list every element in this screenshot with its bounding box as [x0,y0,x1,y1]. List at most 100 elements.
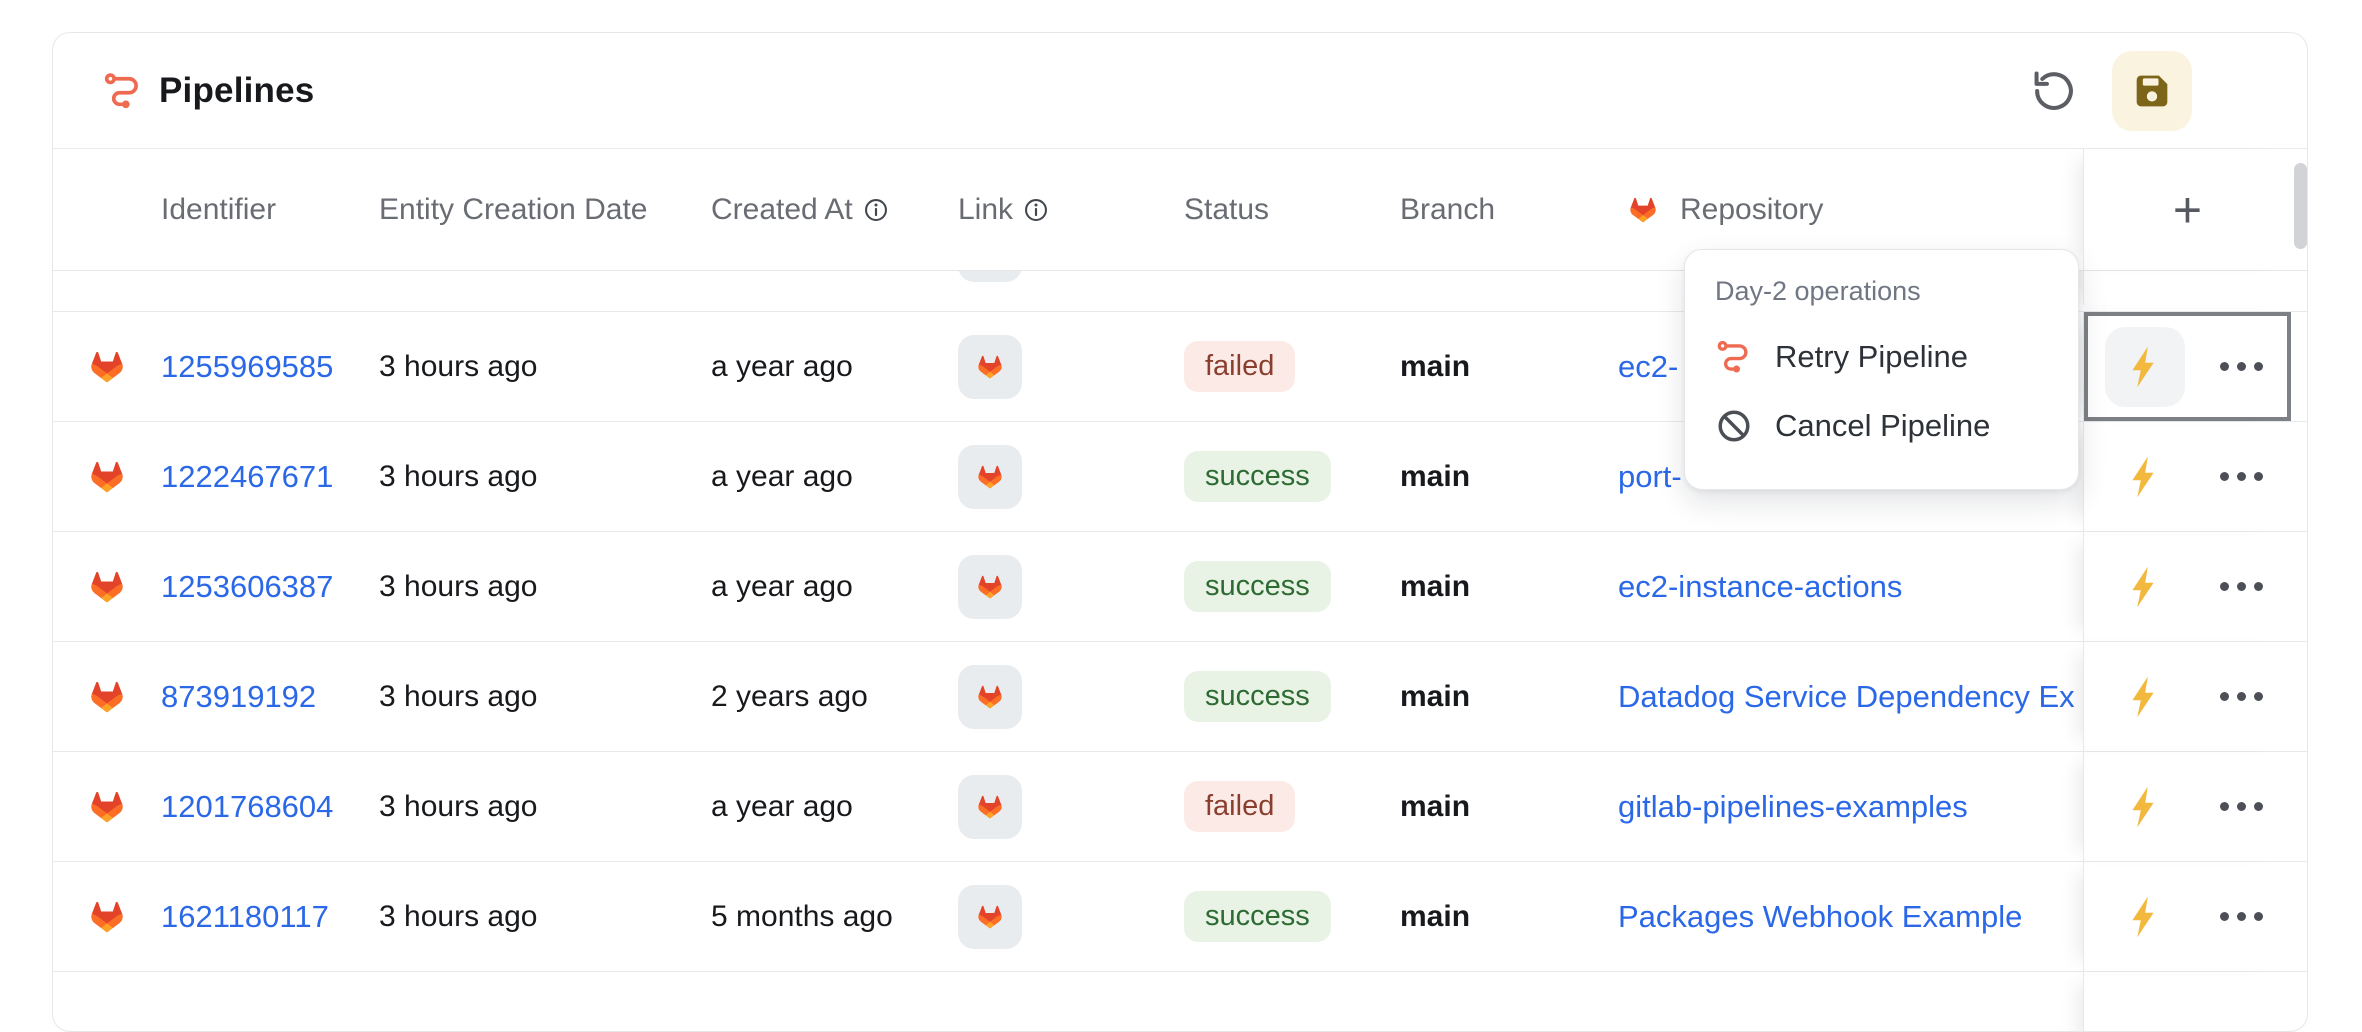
table-row: 1621180117 3 hours ago 5 months ago succ… [53,862,2307,972]
row-actions-cell [2083,862,2291,971]
more-actions-button[interactable] [2220,802,2271,811]
gitlab-tanuki-icon [1618,185,1668,235]
vertical-scrollbar-thumb[interactable] [2294,163,2307,249]
pipeline-icon [102,70,144,112]
gitlab-tanuki-icon [967,674,1013,720]
run-action-button[interactable] [2105,547,2185,627]
gitlab-tanuki-icon [76,886,138,948]
entity-creation-date: 3 hours ago [379,789,538,823]
created-at: a year ago [711,459,853,493]
gitlab-link-chip[interactable] [958,774,1022,839]
gitlab-tanuki-icon [967,454,1013,500]
gitlab-tanuki-icon [76,271,138,281]
info-icon[interactable] [863,197,889,223]
identifier-link[interactable]: 1222467671 [161,458,334,494]
run-action-button[interactable] [2105,767,2185,847]
entity-creation-date: 3 hours ago [379,899,538,933]
gitlab-link-chip[interactable] [958,884,1022,949]
branch: main [1400,569,1471,603]
titlebar: Pipelines [53,33,2307,149]
identifier-link[interactable]: 1201768604 [161,788,334,824]
gitlab-link-chip[interactable] [958,554,1022,619]
gitlab-link-chip[interactable] [958,271,1022,282]
repository-link[interactable]: gitlab-pipelines-examples [1618,788,1968,824]
branch: main [1400,349,1471,383]
page-title: Pipelines [159,70,315,110]
undo-button[interactable] [2031,68,2077,114]
run-action-button[interactable] [2105,437,2185,517]
branch: main [1400,899,1471,933]
identifier-link[interactable]: 1255969585 [161,348,334,384]
status-badge: failed [1184,341,1296,392]
gitlab-link-chip[interactable] [958,664,1022,729]
lightning-bolt-icon [2121,673,2169,721]
info-icon[interactable] [1023,197,1049,223]
gitlab-link-chip[interactable] [958,334,1022,399]
status-badge: failed [1184,781,1296,832]
add-property-cell: + [2083,149,2291,270]
entity-creation-date: 3 hours ago [379,569,538,603]
gitlab-link-chip[interactable] [958,444,1022,509]
run-action-button[interactable] [2105,657,2185,737]
column-header-link[interactable]: Link [958,149,1184,270]
row-actions-cell [2083,422,2291,531]
add-property-button[interactable]: + [2172,181,2203,238]
table-row: 1253606387 3 hours ago a year ago succes… [53,532,2307,642]
save-icon [2136,75,2168,106]
column-header-identifier[interactable]: Identifier [161,192,277,226]
lightning-bolt-icon [2121,453,2169,501]
branch: main [1400,459,1471,493]
more-actions-button[interactable] [2220,692,2271,701]
gitlab-tanuki-icon [76,776,138,838]
gitlab-tanuki-icon [967,784,1013,830]
gitlab-tanuki-icon [967,344,1013,390]
status-badge: success [1184,561,1331,612]
row-actions-cell [2083,752,2291,861]
created-at: a year ago [711,349,853,383]
menu-item-retry-pipeline[interactable]: Retry Pipeline [1715,338,2078,376]
lightning-bolt-icon [2121,343,2169,391]
gitlab-tanuki-icon [967,894,1013,940]
repository-link[interactable]: ec2-instance-actions [1618,568,1903,604]
table-row-partial [53,271,2307,312]
repository-link[interactable]: ec2- [1618,348,1679,384]
menu-item-cancel-pipeline[interactable]: Cancel Pipeline [1715,407,2078,445]
branch: main [1400,679,1471,713]
lightning-bolt-icon [2121,271,2169,274]
created-at: 2 years ago [711,679,868,713]
lightning-bolt-icon [2121,783,2169,831]
more-actions-button[interactable] [2220,472,2271,481]
lightning-bolt-icon [2121,563,2169,611]
save-button[interactable] [2112,50,2192,131]
column-header-entity-creation-date[interactable]: Entity Creation Date [379,192,648,226]
gitlab-tanuki-icon [967,271,1013,273]
pipeline-icon [1715,338,1753,376]
column-header-created-at[interactable]: Created At [711,149,958,270]
row-actions-cell-focused [2083,312,2291,421]
gitlab-tanuki-icon [76,446,138,508]
run-action-button[interactable] [2105,877,2185,957]
column-header-status[interactable]: Status [1184,192,1270,226]
row-actions-cell [2083,642,2291,751]
more-actions-button[interactable] [2220,582,2271,591]
pipelines-card: Pipelines Identifier Entity Creation Dat… [52,32,2308,1032]
created-at: 5 months ago [711,899,893,933]
column-header-branch[interactable]: Branch [1400,192,1496,226]
identifier-link[interactable]: 1253606387 [161,568,334,604]
more-actions-button[interactable] [2220,362,2271,371]
created-at: a year ago [711,569,853,603]
gitlab-tanuki-icon [967,564,1013,610]
header-entity-icon-spacer [53,149,161,270]
gitlab-tanuki-icon [76,556,138,618]
identifier-link[interactable]: 1621180117 [161,898,329,934]
day2-operations-menu: Day-2 operations Retry Pipeline Cancel P… [1684,249,2079,490]
menu-section-label: Day-2 operations [1715,276,1921,306]
run-action-button[interactable] [2105,326,2185,407]
status-badge: success [1184,451,1331,502]
more-actions-button[interactable] [2220,912,2271,921]
column-header-repository[interactable]: Repository [1618,149,2083,270]
identifier-link[interactable]: 873919192 [161,678,317,714]
repository-link[interactable]: port- [1618,458,1682,494]
repository-link[interactable]: Packages Webhook Example [1618,898,2023,934]
repository-link[interactable]: Datadog Service Dependency Ex [1618,678,2075,714]
